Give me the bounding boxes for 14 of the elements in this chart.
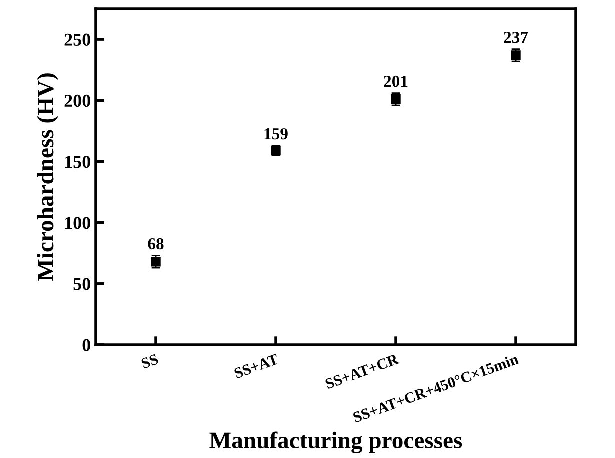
data-label: 237 [504, 32, 528, 44]
y-tick-label: 200 [64, 94, 90, 108]
y-tick-label: 150 [66, 156, 90, 168]
x-tick-label: SS [140, 354, 160, 369]
data-label: 159 [264, 128, 288, 140]
y-axis-title: Microhardness (HV) [37, 74, 58, 281]
data-label: 201 [384, 76, 408, 88]
y-tick-label: 250 [64, 34, 90, 46]
y-tick-label: 100 [66, 217, 90, 230]
x-axis-title: Manufacturing processes [210, 432, 462, 454]
x-tick-label: SS+AT [234, 354, 280, 379]
y-tick-label: 0 [82, 339, 90, 352]
data-label: 68 [148, 238, 164, 250]
y-tick-label: 50 [74, 278, 90, 290]
